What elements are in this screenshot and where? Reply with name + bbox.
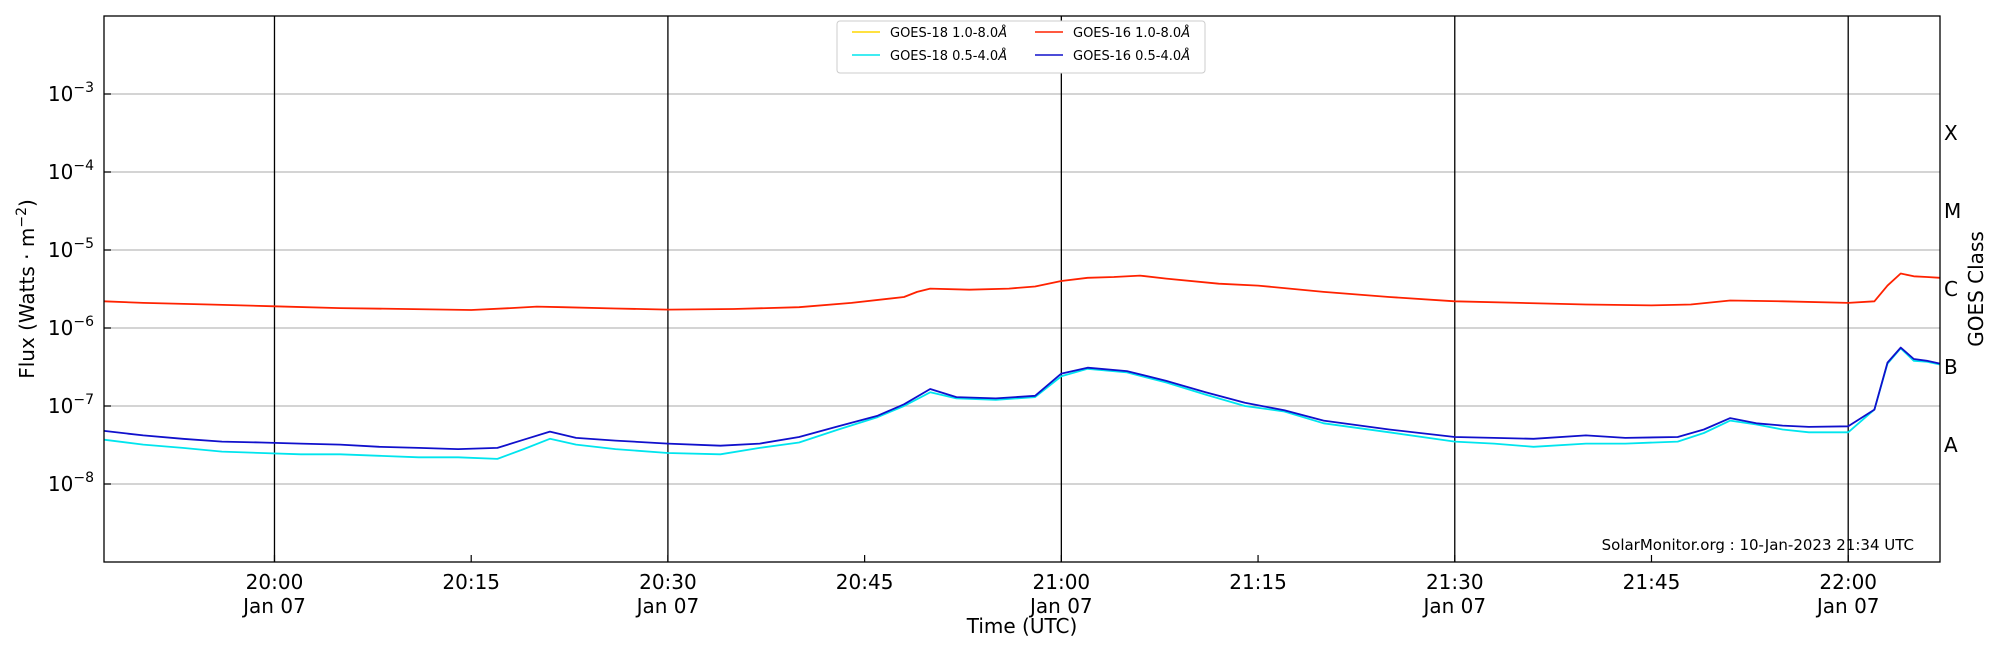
goes-class-label: B [1944, 355, 1958, 379]
y-tick-base: 10 [48, 82, 73, 106]
legend-label-name: GOES-16 0.5-4.0 [1073, 49, 1181, 64]
goes-class-label: C [1944, 277, 1958, 301]
x-tick-label: 21:00 [1033, 570, 1091, 594]
x-tick-date-label: Jan 07 [1815, 594, 1880, 618]
y-tick-exponent: −6 [73, 314, 94, 330]
y-tick-exponent: −5 [73, 236, 94, 252]
y-tick-base: 10 [48, 472, 73, 496]
y-axis-label: Flux (Watts · m−2) [14, 199, 39, 379]
y-axis-label-close: ) [15, 199, 39, 207]
y-tick-exponent: −3 [73, 80, 94, 96]
y-tick-base: 10 [48, 238, 73, 262]
legend-label: GOES-16 1.0-8.0Å [1073, 25, 1190, 41]
x-tick-date-label: Jan 07 [1028, 594, 1093, 618]
y-tick-exponent: −7 [73, 392, 94, 408]
x-tick-label: 20:00 [246, 570, 304, 594]
goes-class-label: X [1944, 121, 1958, 145]
y-tick-base: 10 [48, 394, 73, 418]
legend-box [836, 20, 1206, 74]
x-tick-label: 21:30 [1426, 570, 1484, 594]
y-tick-label: 10−3 [48, 80, 94, 106]
series-line-2 [103, 272, 1941, 311]
x-tick-date-label: Jan 07 [241, 594, 306, 618]
x-tick-label: 21:15 [1229, 570, 1287, 594]
x-tick-label: 21:45 [1623, 570, 1681, 594]
series-line-1 [103, 347, 1941, 460]
y-axis-label-text: Flux (Watts · m [15, 228, 39, 379]
y-tick-base: 10 [48, 316, 73, 340]
legend-label-unit: Å [997, 48, 1007, 64]
legend-label: GOES-16 0.5-4.0Å [1073, 48, 1190, 64]
goes-class-label: A [1944, 433, 1958, 457]
y-tick-label: 10−5 [48, 236, 94, 262]
y-axis-label-exponent: −2 [14, 207, 30, 228]
goes-class-label: M [1944, 199, 1961, 223]
y-tick-label: 10−7 [48, 392, 94, 418]
series-layer [103, 272, 1941, 460]
x-tick-label: 20:30 [639, 570, 697, 594]
y-tick-exponent: −8 [73, 470, 94, 486]
plot-frame [103, 15, 1941, 563]
goes-class-axis-label: GOES Class [1964, 231, 1988, 347]
labels-layer: Time (UTC) Flux (Watts · m−2) GOES Class… [14, 199, 1988, 638]
series-line-3 [103, 346, 1941, 451]
grid-layer [104, 16, 1940, 562]
y-tick-label: 10−8 [48, 470, 94, 496]
x-tick-date-label: Jan 07 [635, 594, 700, 618]
x-tick-label: 20:45 [836, 570, 894, 594]
y-tick-exponent: −4 [73, 158, 94, 174]
legend-label-unit: Å [1180, 25, 1190, 41]
y-tick-label: 10−6 [48, 314, 94, 340]
legend-label-name: GOES-18 1.0-8.0 [890, 26, 998, 41]
x-axis-label: Time (UTC) [966, 614, 1078, 638]
x-tick-label: 20:15 [442, 570, 500, 594]
x-tick-label: 22:00 [1819, 570, 1877, 594]
x-tick-date-label: Jan 07 [1421, 594, 1486, 618]
y-tick-base: 10 [48, 160, 73, 184]
y-tick-label: 10−4 [48, 158, 94, 184]
legend-label-name: GOES-16 1.0-8.0 [1073, 26, 1181, 41]
watermark-text: SolarMonitor.org : 10-Jan-2023 21:34 UTC [1602, 536, 1914, 554]
legend-label: GOES-18 1.0-8.0Å [890, 25, 1007, 41]
legend-label: GOES-18 0.5-4.0Å [890, 48, 1007, 64]
legend-label-name: GOES-18 0.5-4.0 [890, 49, 998, 64]
legend-label-unit: Å [1180, 48, 1190, 64]
legend-label-unit: Å [997, 25, 1007, 41]
